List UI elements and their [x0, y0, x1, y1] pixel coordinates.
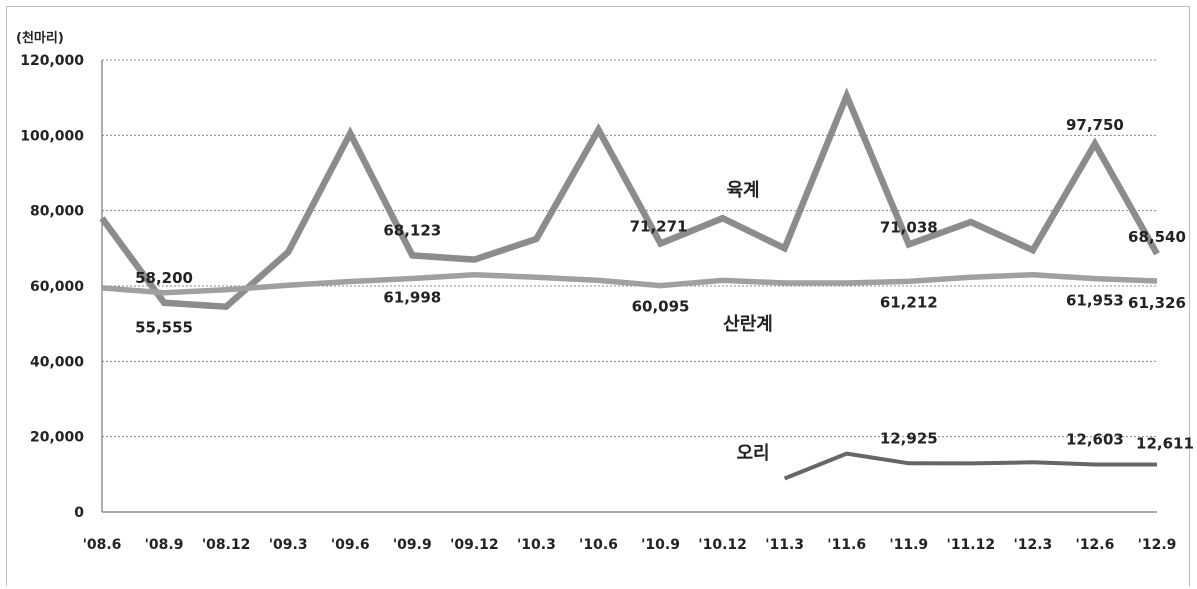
x-tick-label: '12.3 [1013, 537, 1052, 553]
y-tick-label: 60,000 [30, 279, 84, 295]
data-label: 71,271 [630, 218, 688, 236]
data-label: 12,925 [880, 429, 938, 447]
x-tick-label: '10.12 [698, 537, 747, 553]
series-lines [102, 96, 1157, 479]
y-tick-label: 120,000 [20, 53, 84, 69]
x-tick-label: '11.12 [947, 537, 996, 553]
y-tick-label: 40,000 [30, 354, 84, 370]
x-tick-label: '12.6 [1076, 537, 1115, 553]
data-label: 61,326 [1128, 294, 1186, 312]
data-label: 71,038 [880, 218, 938, 236]
x-tick-label: '12.9 [1138, 537, 1177, 553]
y-axis-ticks: 0 20,000 40,000 60,000 80,000 100,000 120,000 [20, 53, 84, 521]
data-label: 12,611 [1136, 434, 1194, 452]
x-tick-label: '08.12 [202, 537, 251, 553]
series-name-label: 산란계 [723, 314, 773, 335]
x-tick-label: '11.6 [827, 537, 866, 553]
y-axis-unit-label: (천마리) [16, 30, 64, 46]
data-label: 12,603 [1066, 431, 1124, 449]
data-label: 68,123 [383, 221, 441, 239]
series-name-label: 오리 [736, 443, 769, 464]
y-tick-label: 0 [74, 505, 84, 521]
x-tick-label: '11.9 [889, 537, 928, 553]
data-label: 97,750 [1066, 116, 1124, 134]
x-axis-ticks: '08.6 '08.9 '08.12 '09.3 '09.6 '09.9 '09.12 '10… [83, 537, 1177, 553]
data-label: 61,998 [383, 288, 441, 306]
x-tick-label: '10.3 [517, 537, 556, 553]
x-tick-label: '09.3 [269, 537, 308, 553]
y-tick-label: 80,000 [30, 204, 84, 220]
y-tick-label: 20,000 [30, 430, 84, 446]
data-label: 60,095 [632, 298, 690, 316]
data-label: 61,212 [880, 293, 938, 311]
series-line [785, 454, 1157, 479]
x-tick-label: '10.9 [641, 537, 680, 553]
x-tick-label: '09.6 [331, 537, 370, 553]
data-label: 68,540 [1128, 228, 1186, 246]
data-label: 58,200 [135, 269, 193, 287]
series-name-label: 육계 [726, 180, 759, 201]
x-tick-label: '09.9 [393, 537, 432, 553]
x-tick-label: '09.12 [450, 537, 499, 553]
y-tick-label: 100,000 [20, 128, 84, 144]
x-tick-label: '11.3 [765, 537, 804, 553]
x-tick-label: '10.6 [579, 537, 618, 553]
x-tick-label: '08.6 [83, 537, 122, 553]
data-label: 55,555 [135, 319, 193, 337]
data-label: 61,953 [1066, 292, 1124, 310]
x-tick-label: '08.9 [145, 537, 184, 553]
